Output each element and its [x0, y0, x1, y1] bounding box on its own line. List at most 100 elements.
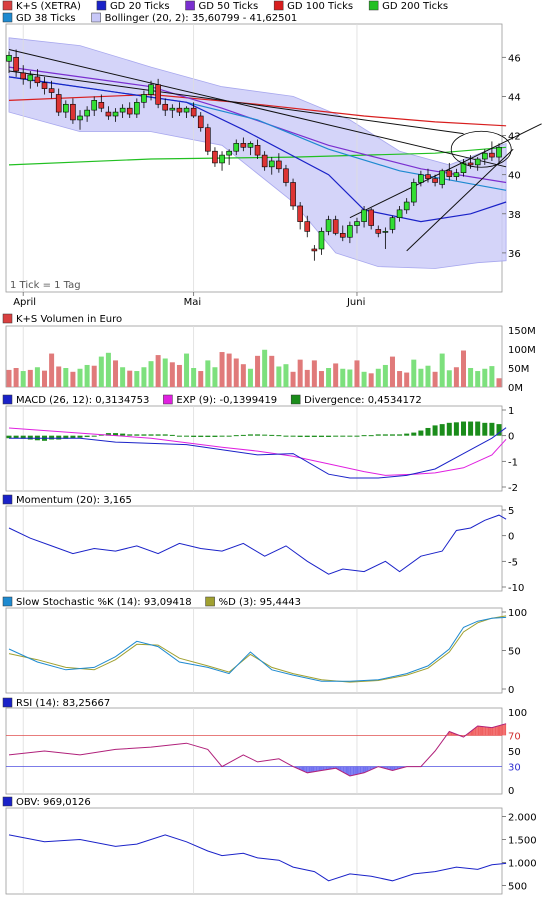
- candle-body: [432, 178, 438, 183]
- volume-bar: [13, 368, 19, 387]
- rsi-oversold-fill: [321, 766, 323, 771]
- candle-body: [226, 150, 232, 156]
- candle-body: [183, 107, 190, 113]
- macd-divergence-bar: [283, 435, 289, 437]
- rsi-oversold-fill: [317, 766, 319, 772]
- volume-bar: [482, 368, 488, 387]
- volume-bar: [219, 352, 225, 387]
- candle-body: [20, 72, 27, 80]
- candle-body: [240, 143, 247, 148]
- candle-body: [197, 115, 204, 129]
- momentum-ytick-label-3: 5: [508, 506, 514, 517]
- volume-bar: [27, 369, 33, 387]
- macd-divergence-bar: [375, 434, 381, 436]
- volume-bar: [326, 368, 332, 387]
- volume-bar: [240, 364, 246, 387]
- volume-title: K+S Volumen in Euro: [16, 314, 122, 325]
- rsi-legend-swatch-0: [2, 697, 13, 708]
- candle-body: [254, 145, 261, 156]
- candle-body: [148, 84, 154, 95]
- candle-body: [396, 209, 403, 218]
- rsi-frame: [5, 707, 503, 795]
- rsi-overbought-fill: [500, 724, 502, 736]
- candle-body: [496, 146, 502, 158]
- stochastic-ytick-label-2: 100: [508, 608, 527, 619]
- rsi-oversold-fill: [393, 766, 396, 771]
- macd-divergence-bar: [6, 435, 12, 439]
- macd-divergence-bar: [20, 435, 26, 439]
- price-legend-label-2: GD 50 Ticks: [199, 1, 259, 12]
- rsi-oversold-fill: [355, 766, 357, 775]
- volume-bar: [226, 353, 232, 387]
- macd-divergence-bar: [297, 435, 303, 437]
- macd-divergence-bar: [318, 435, 324, 437]
- candle-body: [233, 143, 240, 152]
- volume-bar: [91, 365, 97, 387]
- gd100-line: [8, 93, 507, 127]
- macd-ytick-label-0: -2: [508, 483, 518, 494]
- stochastic-ytick-label-1: 50: [508, 647, 521, 658]
- candle-body: [6, 55, 12, 62]
- volume-ytick-label-0: 0M: [508, 383, 523, 394]
- macd-divergence-bar: [432, 425, 438, 436]
- rsi-oversold-fill: [301, 766, 303, 771]
- volume-bar: [453, 367, 459, 387]
- macd-divergence-bar: [397, 434, 403, 436]
- volume-bar: [77, 368, 83, 387]
- stochastic-legend-label-1: %D (3): 95,4443: [219, 597, 301, 608]
- candle-body: [247, 143, 254, 148]
- candle-body: [418, 174, 424, 183]
- rsi-ytick-label-3: 70: [508, 731, 521, 742]
- candle-body: [375, 229, 382, 234]
- candle-body: [70, 103, 76, 121]
- volume-bar: [233, 358, 239, 387]
- trend-line-2: [349, 123, 542, 219]
- gd20-line: [8, 76, 507, 223]
- rsi-ytick-label-2: 50: [508, 747, 521, 758]
- rsi-oversold-fill: [307, 766, 309, 773]
- price-legend-swatch-6: [91, 12, 101, 23]
- candle-body: [453, 172, 460, 177]
- volume-bar: [283, 364, 289, 387]
- tick-note: 1 Tick = 1 Tag: [10, 280, 81, 291]
- candle-body: [126, 107, 133, 115]
- price-xtick-label-2: Juni: [346, 297, 365, 308]
- volume-bar: [333, 363, 339, 387]
- candle-body: [41, 82, 48, 89]
- price-legend-label-3: GD 100 Ticks: [287, 1, 353, 12]
- volume-bar: [361, 371, 367, 387]
- candle-body: [347, 225, 353, 238]
- volume-bar: [297, 359, 303, 387]
- rsi-oversold-fill: [327, 766, 329, 770]
- candle-body: [119, 107, 126, 113]
- rsi-oversold-fill: [359, 766, 362, 774]
- momentum-ytick-label-0: -10: [508, 583, 524, 594]
- candle-body: [105, 111, 112, 117]
- macd-divergence-bar: [439, 424, 445, 436]
- macd-divergence-bar: [212, 435, 218, 437]
- volume-bar: [162, 358, 168, 387]
- obv-frame: [5, 807, 503, 895]
- obv-legend-swatch-0: [2, 796, 13, 807]
- macd-divergence-bar: [56, 435, 62, 440]
- volume-bar: [489, 366, 495, 387]
- candle-body: [481, 152, 488, 160]
- volume-bar: [418, 368, 424, 387]
- price-ytick-label-5: 46: [508, 53, 521, 64]
- rsi-oversold-fill: [324, 766, 326, 771]
- volume-bar: [176, 364, 182, 387]
- rsi-overbought-fill: [480, 726, 482, 736]
- macd-divergence-bar: [340, 435, 346, 437]
- volume-bar: [496, 378, 502, 387]
- volume-ytick-label-3: 150M: [508, 326, 536, 337]
- candle-body: [467, 162, 474, 166]
- volume-bar: [439, 353, 445, 387]
- volume-bar: [169, 362, 175, 387]
- candle-body: [276, 160, 282, 170]
- rsi-oversold-fill: [341, 766, 343, 773]
- candle-body: [332, 219, 339, 234]
- volume-bar: [205, 360, 211, 387]
- macd-divergence-bar: [127, 434, 133, 436]
- volume-bar: [6, 369, 12, 387]
- stochastic-legend-swatch-0: [2, 596, 13, 607]
